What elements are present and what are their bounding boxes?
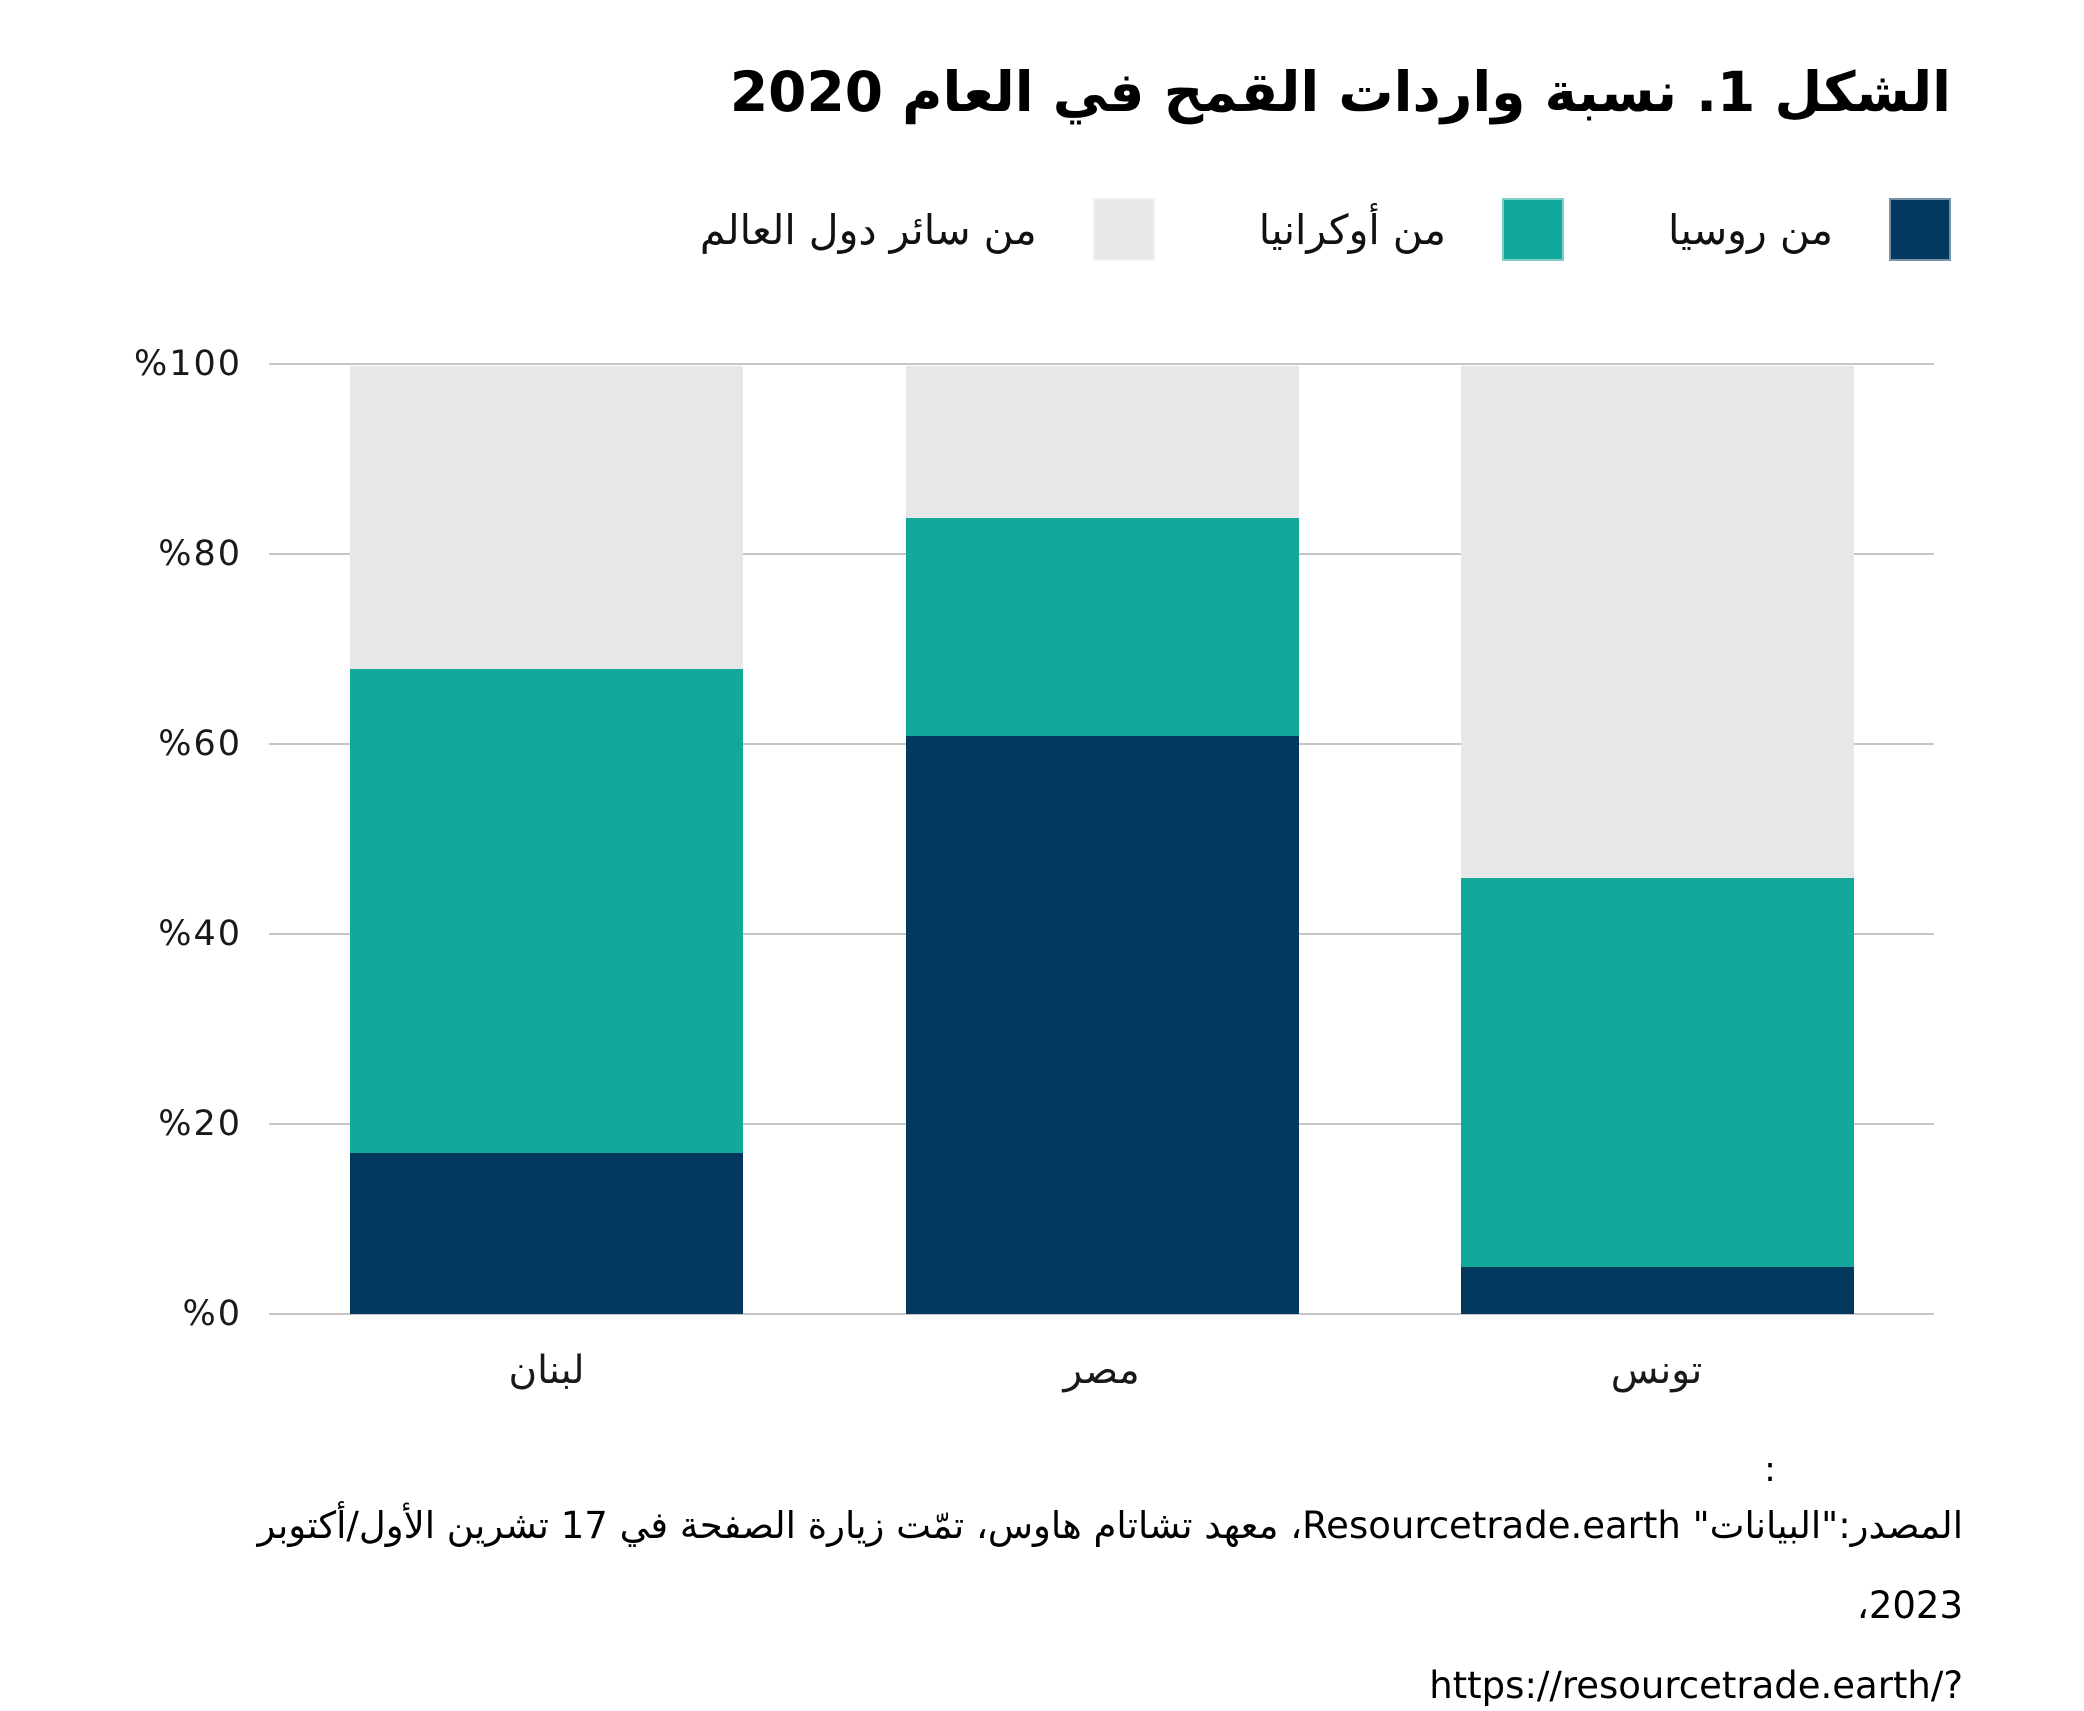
chart-title: الشكل 1. نسبة واردات القمح في العام 2020 [729, 60, 1951, 124]
bar-tunisia [1460, 366, 1854, 1314]
y-tick-label-80: %80 [158, 534, 242, 574]
gridline-0 [269, 1313, 1934, 1315]
source-note: المصدر:"البيانات" Resourcetrade.earth، م… [153, 1486, 1963, 1711]
bar-segment-lebanon-ukraine [350, 669, 744, 1153]
legend-item-rest_of_world: من سائر دول العالم [700, 198, 1155, 261]
legend-swatch-ukraine [1501, 198, 1564, 261]
source-line-1: المصدر:"البيانات" Resourcetrade.earth، م… [257, 1504, 1963, 1627]
bar-segment-lebanon-rest_of_world [350, 366, 744, 670]
stray-colon-text: : [1764, 1450, 1776, 1490]
legend-item-russia: من روسيا [1668, 198, 1951, 261]
legend-swatch-russia [1889, 198, 1951, 261]
bar-lebanon [350, 366, 744, 1314]
legend-label-russia: من روسيا [1667, 205, 1833, 254]
gridline-100 [269, 363, 1934, 365]
bar-segment-egypt-russia [905, 735, 1299, 1314]
bar-segment-egypt-ukraine [905, 517, 1299, 736]
chart-legend: من روسيا من أوكرانيا من سائر دول العالم [700, 198, 1951, 261]
source-line-2: https://resourcetrade.earth/?year=2020&i… [153, 1646, 1963, 1711]
x-axis-label-tunisia: تونس [1610, 1348, 1703, 1393]
x-axis-label-egypt: مصر [1063, 1348, 1140, 1393]
legend-swatch-rest_of_world [1092, 198, 1155, 261]
bars-layer [269, 366, 1934, 1314]
plot-area [269, 363, 1934, 1315]
y-tick-label-60: %60 [158, 724, 242, 764]
bar-egypt [905, 366, 1299, 1314]
bar-segment-egypt-rest_of_world [905, 366, 1299, 518]
bar-segment-lebanon-russia [350, 1152, 744, 1314]
y-tick-label-20: %20 [158, 1104, 242, 1144]
legend-item-ukraine: من أوكرانيا [1259, 198, 1564, 261]
y-tick-label-100: %100 [133, 344, 242, 384]
bar-segment-tunisia-ukraine [1460, 877, 1854, 1267]
x-axis-label-lebanon: لبنان [508, 1348, 585, 1393]
legend-label-rest_of_world: من سائر دول العالم [699, 205, 1037, 254]
y-tick-label-0: %0 [182, 1294, 242, 1334]
bar-segment-tunisia-rest_of_world [1460, 366, 1854, 878]
y-tick-label-40: %40 [158, 914, 242, 954]
legend-label-ukraine: من أوكرانيا [1258, 205, 1446, 254]
source-url: https://resourcetrade.earth/?year=2020&i… [1429, 1664, 1963, 1707]
bar-segment-tunisia-russia [1460, 1266, 1854, 1314]
